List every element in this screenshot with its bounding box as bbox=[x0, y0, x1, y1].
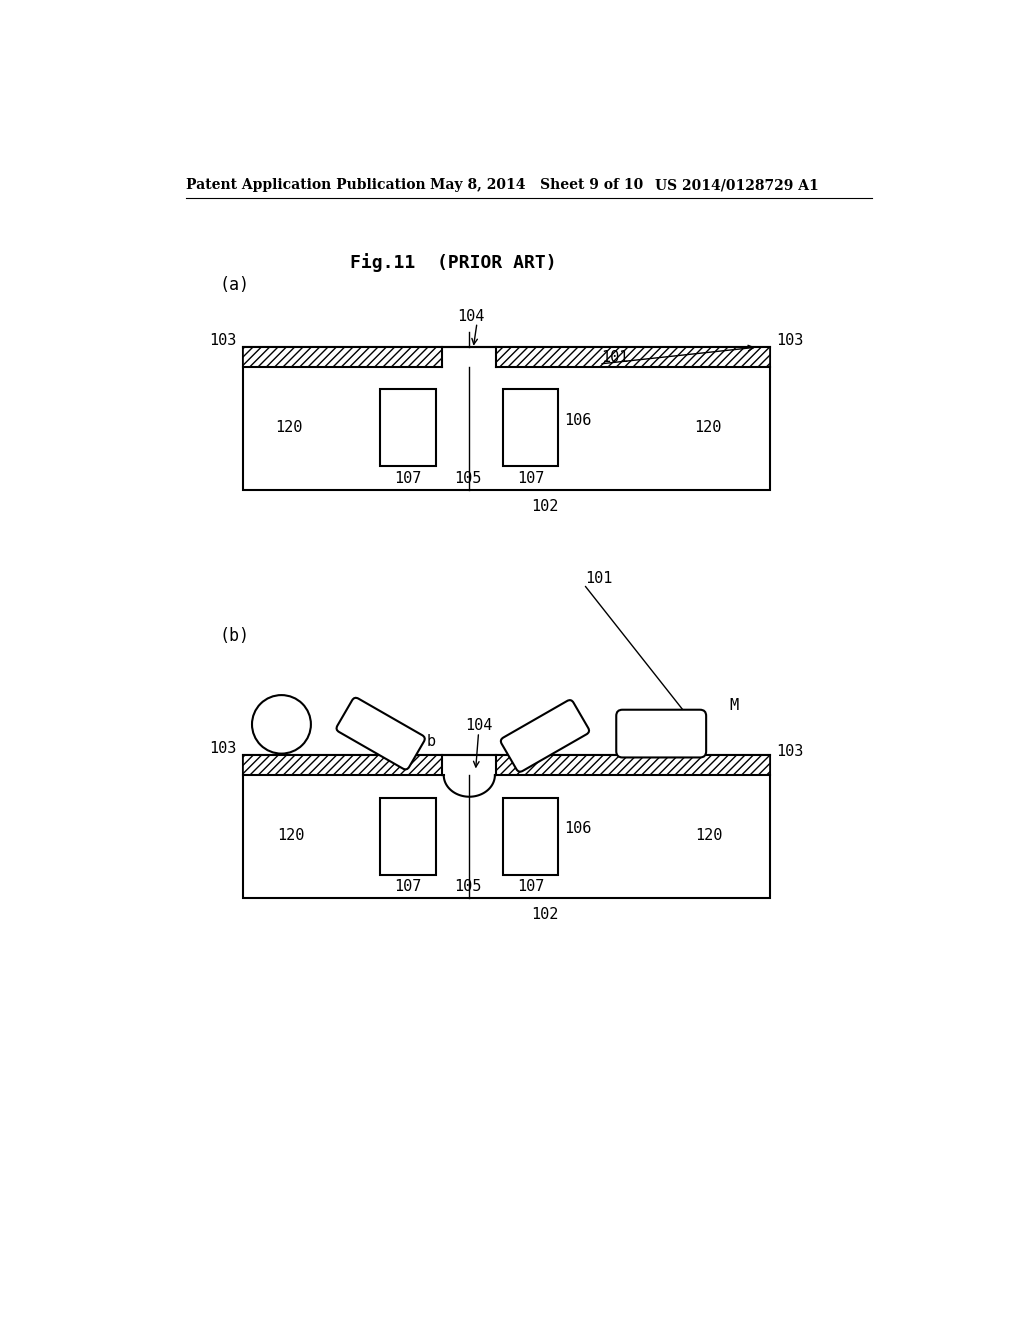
Text: b: b bbox=[427, 734, 436, 748]
Text: 106: 106 bbox=[564, 413, 592, 428]
Bar bbox=[380, 797, 436, 875]
Text: 105: 105 bbox=[454, 879, 481, 895]
Bar bbox=[243, 347, 770, 490]
Text: 103: 103 bbox=[209, 742, 237, 756]
Text: 107: 107 bbox=[394, 471, 422, 486]
Text: 120: 120 bbox=[278, 829, 304, 843]
Text: Patent Application Publication: Patent Application Publication bbox=[186, 178, 426, 193]
Bar bbox=[380, 389, 436, 466]
Text: 103: 103 bbox=[209, 334, 237, 348]
Text: May 8, 2014   Sheet 9 of 10: May 8, 2014 Sheet 9 of 10 bbox=[430, 178, 643, 193]
Text: 102: 102 bbox=[531, 499, 559, 513]
Text: US 2014/0128729 A1: US 2014/0128729 A1 bbox=[655, 178, 819, 193]
Bar bbox=[497, 347, 770, 367]
Text: (a): (a) bbox=[219, 276, 250, 294]
Text: 103: 103 bbox=[776, 334, 803, 348]
Text: (b): (b) bbox=[219, 627, 250, 644]
Text: 103: 103 bbox=[776, 743, 803, 759]
Text: 107: 107 bbox=[394, 879, 422, 895]
Bar bbox=[503, 389, 558, 466]
Bar bbox=[503, 797, 558, 875]
Text: 105: 105 bbox=[454, 471, 481, 486]
Text: 120: 120 bbox=[695, 829, 723, 843]
Text: M: M bbox=[729, 698, 738, 713]
Text: 104: 104 bbox=[458, 309, 485, 323]
Text: 107: 107 bbox=[517, 879, 544, 895]
Bar bbox=[243, 755, 770, 898]
FancyBboxPatch shape bbox=[337, 698, 425, 770]
Text: 120: 120 bbox=[694, 420, 721, 436]
Text: 107: 107 bbox=[517, 471, 544, 486]
Text: 101: 101 bbox=[586, 570, 612, 586]
Bar bbox=[243, 755, 442, 775]
Text: 120: 120 bbox=[275, 420, 303, 436]
Text: 101: 101 bbox=[601, 350, 628, 364]
FancyBboxPatch shape bbox=[616, 710, 707, 758]
FancyBboxPatch shape bbox=[501, 700, 589, 772]
Bar bbox=[243, 347, 442, 367]
Bar bbox=[497, 755, 770, 775]
Text: 106: 106 bbox=[564, 821, 592, 836]
Text: Fig.11  (PRIOR ART): Fig.11 (PRIOR ART) bbox=[350, 253, 557, 272]
Text: 104: 104 bbox=[466, 718, 493, 734]
Text: 102: 102 bbox=[531, 907, 559, 923]
